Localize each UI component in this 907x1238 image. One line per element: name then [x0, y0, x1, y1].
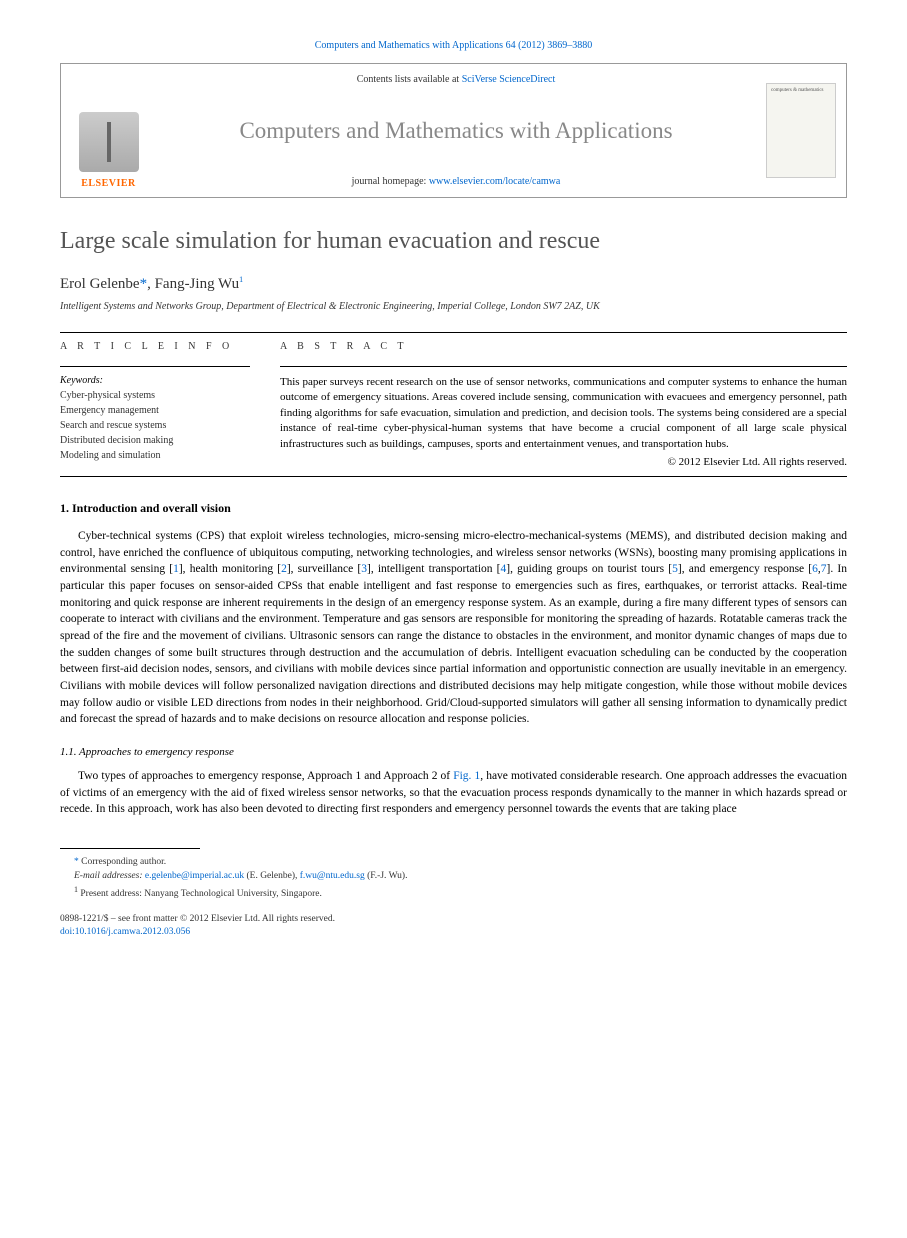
body-text-span: ], guiding groups on tourist tours [ — [506, 563, 672, 575]
publisher-logo-cell: ELSEVIER — [61, 64, 156, 197]
doi-link[interactable]: 10.1016/j.camwa.2012.03.056 — [75, 927, 190, 937]
body-text-span: ], surveillance [ — [287, 563, 361, 575]
section-1-1-paragraph-1: Two types of approaches to emergency res… — [60, 768, 847, 818]
author-note-link[interactable]: 1 — [239, 275, 243, 284]
info-divider — [60, 366, 250, 367]
front-matter-line: 0898-1221/$ – see front matter © 2012 El… — [60, 913, 847, 926]
email-link[interactable]: f.wu@ntu.edu.sg — [300, 871, 365, 881]
body-text-span: ], intelligent transportation [ — [367, 563, 501, 575]
elsevier-tree-icon — [79, 112, 139, 172]
sciencedirect-link[interactable]: SciVerse ScienceDirect — [462, 74, 556, 85]
abstract-column: A B S T R A C T This paper surveys recen… — [280, 341, 847, 468]
keyword-item: Modeling and simulation — [60, 448, 250, 463]
copyright-line: © 2012 Elsevier Ltd. All rights reserved… — [280, 456, 847, 468]
email-suffix: (E. Gelenbe), — [244, 871, 300, 881]
abstract-label: A B S T R A C T — [280, 341, 847, 352]
abstract-divider — [280, 366, 847, 367]
footnote-address: 1 Present address: Nanyang Technological… — [60, 884, 847, 901]
article-title: Large scale simulation for human evacuat… — [60, 228, 847, 255]
article-info-label: A R T I C L E I N F O — [60, 341, 250, 352]
homepage-line: journal homepage: www.elsevier.com/locat… — [164, 176, 748, 187]
cover-thumbnail-cell: computers & mathematics — [756, 64, 846, 197]
author-separator: , — [147, 276, 155, 292]
contents-available-line: Contents lists available at SciVerse Sci… — [164, 74, 748, 85]
body-text-span: Two types of approaches to emergency res… — [78, 770, 453, 782]
info-abstract-row: A R T I C L E I N F O Keywords: Cyber-ph… — [60, 341, 847, 468]
email-label: E-mail addresses: — [74, 871, 145, 881]
divider-bottom — [60, 476, 847, 477]
footnote-divider — [60, 848, 200, 849]
journal-header: ELSEVIER Contents lists available at Sci… — [60, 63, 847, 198]
corresponding-mark-link[interactable]: * — [140, 276, 148, 292]
author-1: Erol Gelenbe — [60, 276, 140, 292]
authors-line: Erol Gelenbe*, Fang-Jing Wu1 — [60, 275, 847, 293]
journal-ref-link[interactable]: Computers and Mathematics with Applicati… — [315, 40, 592, 51]
keyword-item: Cyber-physical systems — [60, 388, 250, 403]
doi-line: doi:10.1016/j.camwa.2012.03.056 — [60, 926, 847, 939]
keyword-item: Search and rescue systems — [60, 418, 250, 433]
affiliation: Intelligent Systems and Networks Group, … — [60, 301, 847, 312]
homepage-link[interactable]: www.elsevier.com/locate/camwa — [429, 176, 561, 187]
footnote-emails: E-mail addresses: e.gelenbe@imperial.ac.… — [60, 869, 847, 883]
keywords-label: Keywords: — [60, 375, 250, 386]
author-2: Fang-Jing Wu — [155, 276, 240, 292]
body-text-span: ], health monitoring [ — [179, 563, 281, 575]
doi-prefix-link[interactable]: doi: — [60, 927, 75, 937]
abstract-text: This paper surveys recent research on th… — [280, 375, 847, 452]
homepage-prefix: journal homepage: — [352, 176, 429, 187]
publisher-name: ELSEVIER — [81, 178, 136, 189]
journal-cover-icon: computers & mathematics — [766, 83, 836, 178]
contents-prefix: Contents lists available at — [357, 74, 462, 85]
journal-reference: Computers and Mathematics with Applicati… — [60, 40, 847, 51]
footnote-text: Corresponding author. — [79, 857, 166, 867]
keyword-item: Distributed decision making — [60, 433, 250, 448]
email-link[interactable]: e.gelenbe@imperial.ac.uk — [145, 871, 244, 881]
email-suffix: (F.-J. Wu). — [365, 871, 408, 881]
figure-link[interactable]: Fig. 1 — [453, 770, 480, 782]
article-info-column: A R T I C L E I N F O Keywords: Cyber-ph… — [60, 341, 250, 468]
body-text-span: ]. In particular this paper focuses on s… — [60, 563, 847, 725]
journal-title: Computers and Mathematics with Applicati… — [164, 118, 748, 144]
footer-meta: 0898-1221/$ – see front matter © 2012 El… — [60, 913, 847, 940]
keyword-item: Emergency management — [60, 403, 250, 418]
section-1-1-heading: 1.1. Approaches to emergency response — [60, 746, 847, 758]
divider-top — [60, 332, 847, 333]
header-center: Contents lists available at SciVerse Sci… — [156, 64, 756, 197]
section-1-paragraph-1: Cyber-technical systems (CPS) that explo… — [60, 528, 847, 728]
footnote-text: Present address: Nanyang Technological U… — [78, 889, 322, 899]
section-1-heading: 1. Introduction and overall vision — [60, 501, 847, 516]
footnote-corresponding: * Corresponding author. — [60, 855, 847, 869]
body-text-span: ], and emergency response [ — [678, 563, 812, 575]
